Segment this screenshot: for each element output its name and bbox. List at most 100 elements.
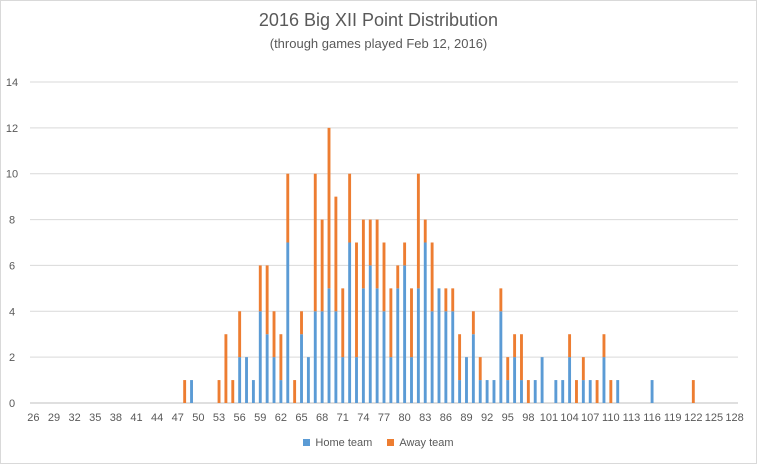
x-tick-label: 83 — [419, 412, 431, 424]
bar-home-team — [334, 311, 338, 403]
bar-away-team — [575, 380, 578, 403]
bar-away-team — [272, 311, 276, 358]
bar-home-team — [251, 380, 255, 403]
chart-title: 2016 Big XII Point Distribution — [258, 10, 499, 30]
bar-away-team — [375, 219, 379, 289]
bar-home-team — [533, 380, 537, 403]
y-tick-label: 2 — [9, 352, 15, 364]
bar-home-team — [272, 357, 276, 403]
bar-away-team — [265, 265, 269, 335]
bar-away-team — [238, 311, 242, 358]
bar-away-team — [471, 311, 475, 335]
legend-item-home: Home team — [303, 437, 372, 449]
bar-away-team — [348, 173, 352, 243]
x-tick-label: 26 — [27, 412, 39, 424]
x-tick-label: 104 — [560, 412, 578, 424]
bar-away-team — [355, 242, 358, 358]
bar-home-team — [437, 288, 441, 403]
bar-home-team — [499, 311, 503, 403]
bar-home-team — [265, 334, 269, 403]
bar-home-team — [581, 380, 585, 403]
x-tick-label: 38 — [110, 412, 122, 424]
bar-away-team — [313, 173, 317, 312]
bar-away-team — [361, 219, 365, 289]
bar-away-team — [217, 380, 221, 403]
bar-away-team — [183, 380, 187, 403]
bar-home-team — [313, 311, 317, 403]
bar-home-team — [602, 357, 606, 403]
x-tick-label: 95 — [502, 412, 514, 424]
bar-away-team — [320, 219, 324, 312]
bar-home-team — [588, 380, 592, 403]
bar-away-team — [444, 288, 448, 312]
bar-away-team — [279, 334, 283, 381]
x-tick-label: 44 — [151, 412, 163, 424]
bar-home-team — [465, 357, 468, 403]
x-tick-label: 47 — [172, 412, 184, 424]
x-tick-label: 50 — [192, 412, 204, 424]
x-tick-label: 110 — [602, 412, 620, 424]
bar-away-team — [602, 334, 606, 358]
bar-home-team — [355, 357, 358, 403]
bar-away-team — [341, 288, 345, 358]
legend-swatch-away — [387, 439, 395, 446]
bar-home-team — [423, 242, 427, 403]
bar-home-team — [375, 288, 379, 403]
x-tick-label: 53 — [213, 412, 225, 424]
bar-home-team — [403, 265, 407, 403]
bar-home-team — [540, 357, 544, 403]
x-tick-label: 29 — [48, 412, 60, 424]
bar-away-team — [231, 380, 235, 403]
bar-home-team — [396, 288, 400, 403]
x-tick-label: 116 — [643, 412, 661, 424]
y-tick-label: 6 — [9, 260, 15, 272]
bar-home-team — [478, 380, 482, 403]
x-tick-label: 113 — [623, 412, 641, 424]
x-tick-label: 62 — [275, 412, 287, 424]
y-tick-label: 12 — [6, 123, 18, 135]
x-tick-label: 71 — [337, 412, 349, 424]
chart-legend: Home team Away team — [0, 437, 757, 449]
bar-home-team — [458, 380, 462, 403]
x-tick-label: 86 — [440, 412, 452, 424]
bar-home-team — [554, 380, 558, 403]
bar-home-team — [258, 311, 262, 403]
x-tick-label: 122 — [684, 412, 702, 424]
bar-home-team — [341, 357, 345, 403]
bar-away-team — [293, 380, 297, 403]
bar-away-team — [506, 357, 510, 381]
bar-away-team — [478, 357, 482, 381]
bar-away-team — [389, 288, 393, 358]
bar-home-team — [279, 380, 283, 403]
x-tick-label: 128 — [725, 412, 743, 424]
bar-away-team — [430, 242, 434, 312]
legend-label-away: Away team — [399, 437, 454, 449]
bar-away-team — [382, 242, 386, 312]
x-tick-label: 80 — [398, 412, 410, 424]
bar-home-team — [306, 357, 310, 403]
bar-away-team — [258, 265, 262, 312]
legend-item-away: Away team — [387, 437, 454, 449]
y-tick-label: 8 — [9, 215, 15, 227]
bar-away-team — [403, 242, 407, 266]
bar-home-team — [471, 334, 475, 403]
x-tick-label: 77 — [378, 412, 390, 424]
legend-swatch-home — [303, 439, 311, 446]
y-tick-label: 14 — [6, 77, 18, 89]
bar-home-team — [361, 288, 365, 403]
bar-home-team — [485, 380, 489, 403]
bar-away-team — [568, 334, 572, 358]
bar-away-team — [334, 196, 338, 312]
x-tick-label: 32 — [69, 412, 81, 424]
bar-home-team — [368, 265, 372, 403]
bar-away-team — [286, 173, 290, 243]
bar-away-team — [458, 334, 462, 381]
bar-home-team — [245, 357, 248, 403]
bar-away-team — [224, 334, 228, 403]
bar-home-team — [451, 311, 455, 403]
legend-label-home: Home team — [315, 437, 373, 449]
bar-home-team — [520, 380, 523, 403]
y-tick-label: 10 — [6, 169, 18, 181]
bar-away-team — [526, 380, 530, 403]
